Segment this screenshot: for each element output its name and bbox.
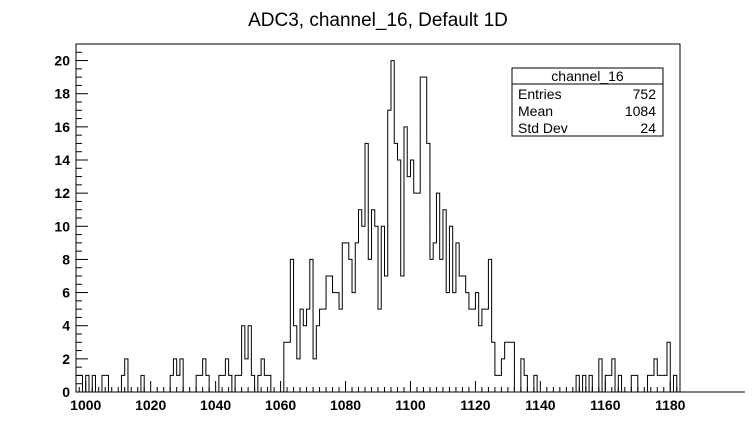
histogram-bin [329, 276, 332, 392]
stats-box-title: channel_16 [551, 68, 624, 84]
histogram-bin [287, 342, 290, 392]
x-tick-label: 1020 [135, 397, 166, 413]
x-tick-label: 1000 [70, 397, 101, 413]
x-tick-label: 1120 [460, 397, 491, 413]
y-tick-label: 10 [54, 218, 70, 234]
histogram-bin [368, 259, 371, 392]
stats-value-entries: 752 [633, 86, 657, 102]
histogram-bin [446, 293, 449, 392]
histogram-bin [430, 259, 433, 392]
histogram-bin [462, 276, 465, 392]
y-tick-label: 6 [62, 285, 70, 301]
stats-box-frame [511, 67, 664, 137]
histogram-bin [407, 177, 410, 392]
stats-box: channel_16 Entries 752 Mean 1084 Std Dev… [511, 67, 664, 137]
histogram-bin [414, 193, 417, 392]
y-tick-label: 20 [54, 53, 70, 69]
histogram-bin [417, 193, 420, 392]
y-axis: 0 2 4 6 8 10 12 14 16 18 20 [54, 43, 88, 400]
stats-label-mean: Mean [518, 103, 553, 119]
x-axis: 1000 1020 1040 1060 1080 1100 1120 1140 1160 1180 [70, 381, 686, 413]
x-tick-label: 1160 [590, 397, 621, 413]
chart-title: ADC3, channel_16, Default 1D [248, 10, 508, 31]
histogram-bin [352, 293, 355, 392]
y-tick-label: 0 [62, 384, 70, 400]
y-tick-label: 12 [54, 185, 70, 201]
x-tick-label: 1040 [200, 397, 231, 413]
histogram-bin [339, 309, 342, 392]
histogram-bin [453, 293, 456, 392]
histogram-bin [485, 309, 488, 392]
y-tick-label: 14 [54, 152, 70, 168]
histogram-bin [459, 276, 462, 392]
histogram-bin [394, 143, 397, 392]
histogram-bin [479, 326, 482, 392]
y-tick-label: 16 [54, 119, 70, 135]
histogram-bin [323, 309, 326, 392]
histogram-bin [378, 309, 381, 392]
x-tick-label: 1060 [265, 397, 296, 413]
histogram-bin [508, 342, 511, 392]
histogram-bin [472, 309, 475, 392]
histogram-bin [346, 243, 349, 392]
histogram-bin [433, 243, 436, 392]
histogram-bin [410, 160, 413, 392]
histogram-bin [401, 276, 404, 392]
y-tick-label: 18 [54, 86, 70, 102]
x-tick-label: 1100 [395, 397, 426, 413]
stats-value-mean: 1084 [625, 103, 656, 119]
y-tick-label: 2 [62, 351, 70, 367]
x-tick-label: 1180 [655, 397, 686, 413]
stats-label-stddev: Std Dev [518, 120, 568, 136]
stats-label-entries: Entries [518, 86, 562, 102]
histogram-bin [303, 326, 306, 392]
y-tick-label: 4 [62, 318, 70, 334]
histogram-bin [384, 276, 387, 392]
histogram-bin [333, 293, 336, 392]
y-tick-label: 8 [62, 251, 70, 267]
histogram-bin [469, 309, 472, 392]
histogram-bin [440, 259, 443, 392]
stats-value-stddev: 24 [640, 120, 656, 136]
histogram-outline [75, 60, 745, 393]
histogram-bin [362, 226, 365, 392]
x-tick-label: 1140 [525, 397, 556, 413]
x-tick-label: 1080 [330, 397, 361, 413]
